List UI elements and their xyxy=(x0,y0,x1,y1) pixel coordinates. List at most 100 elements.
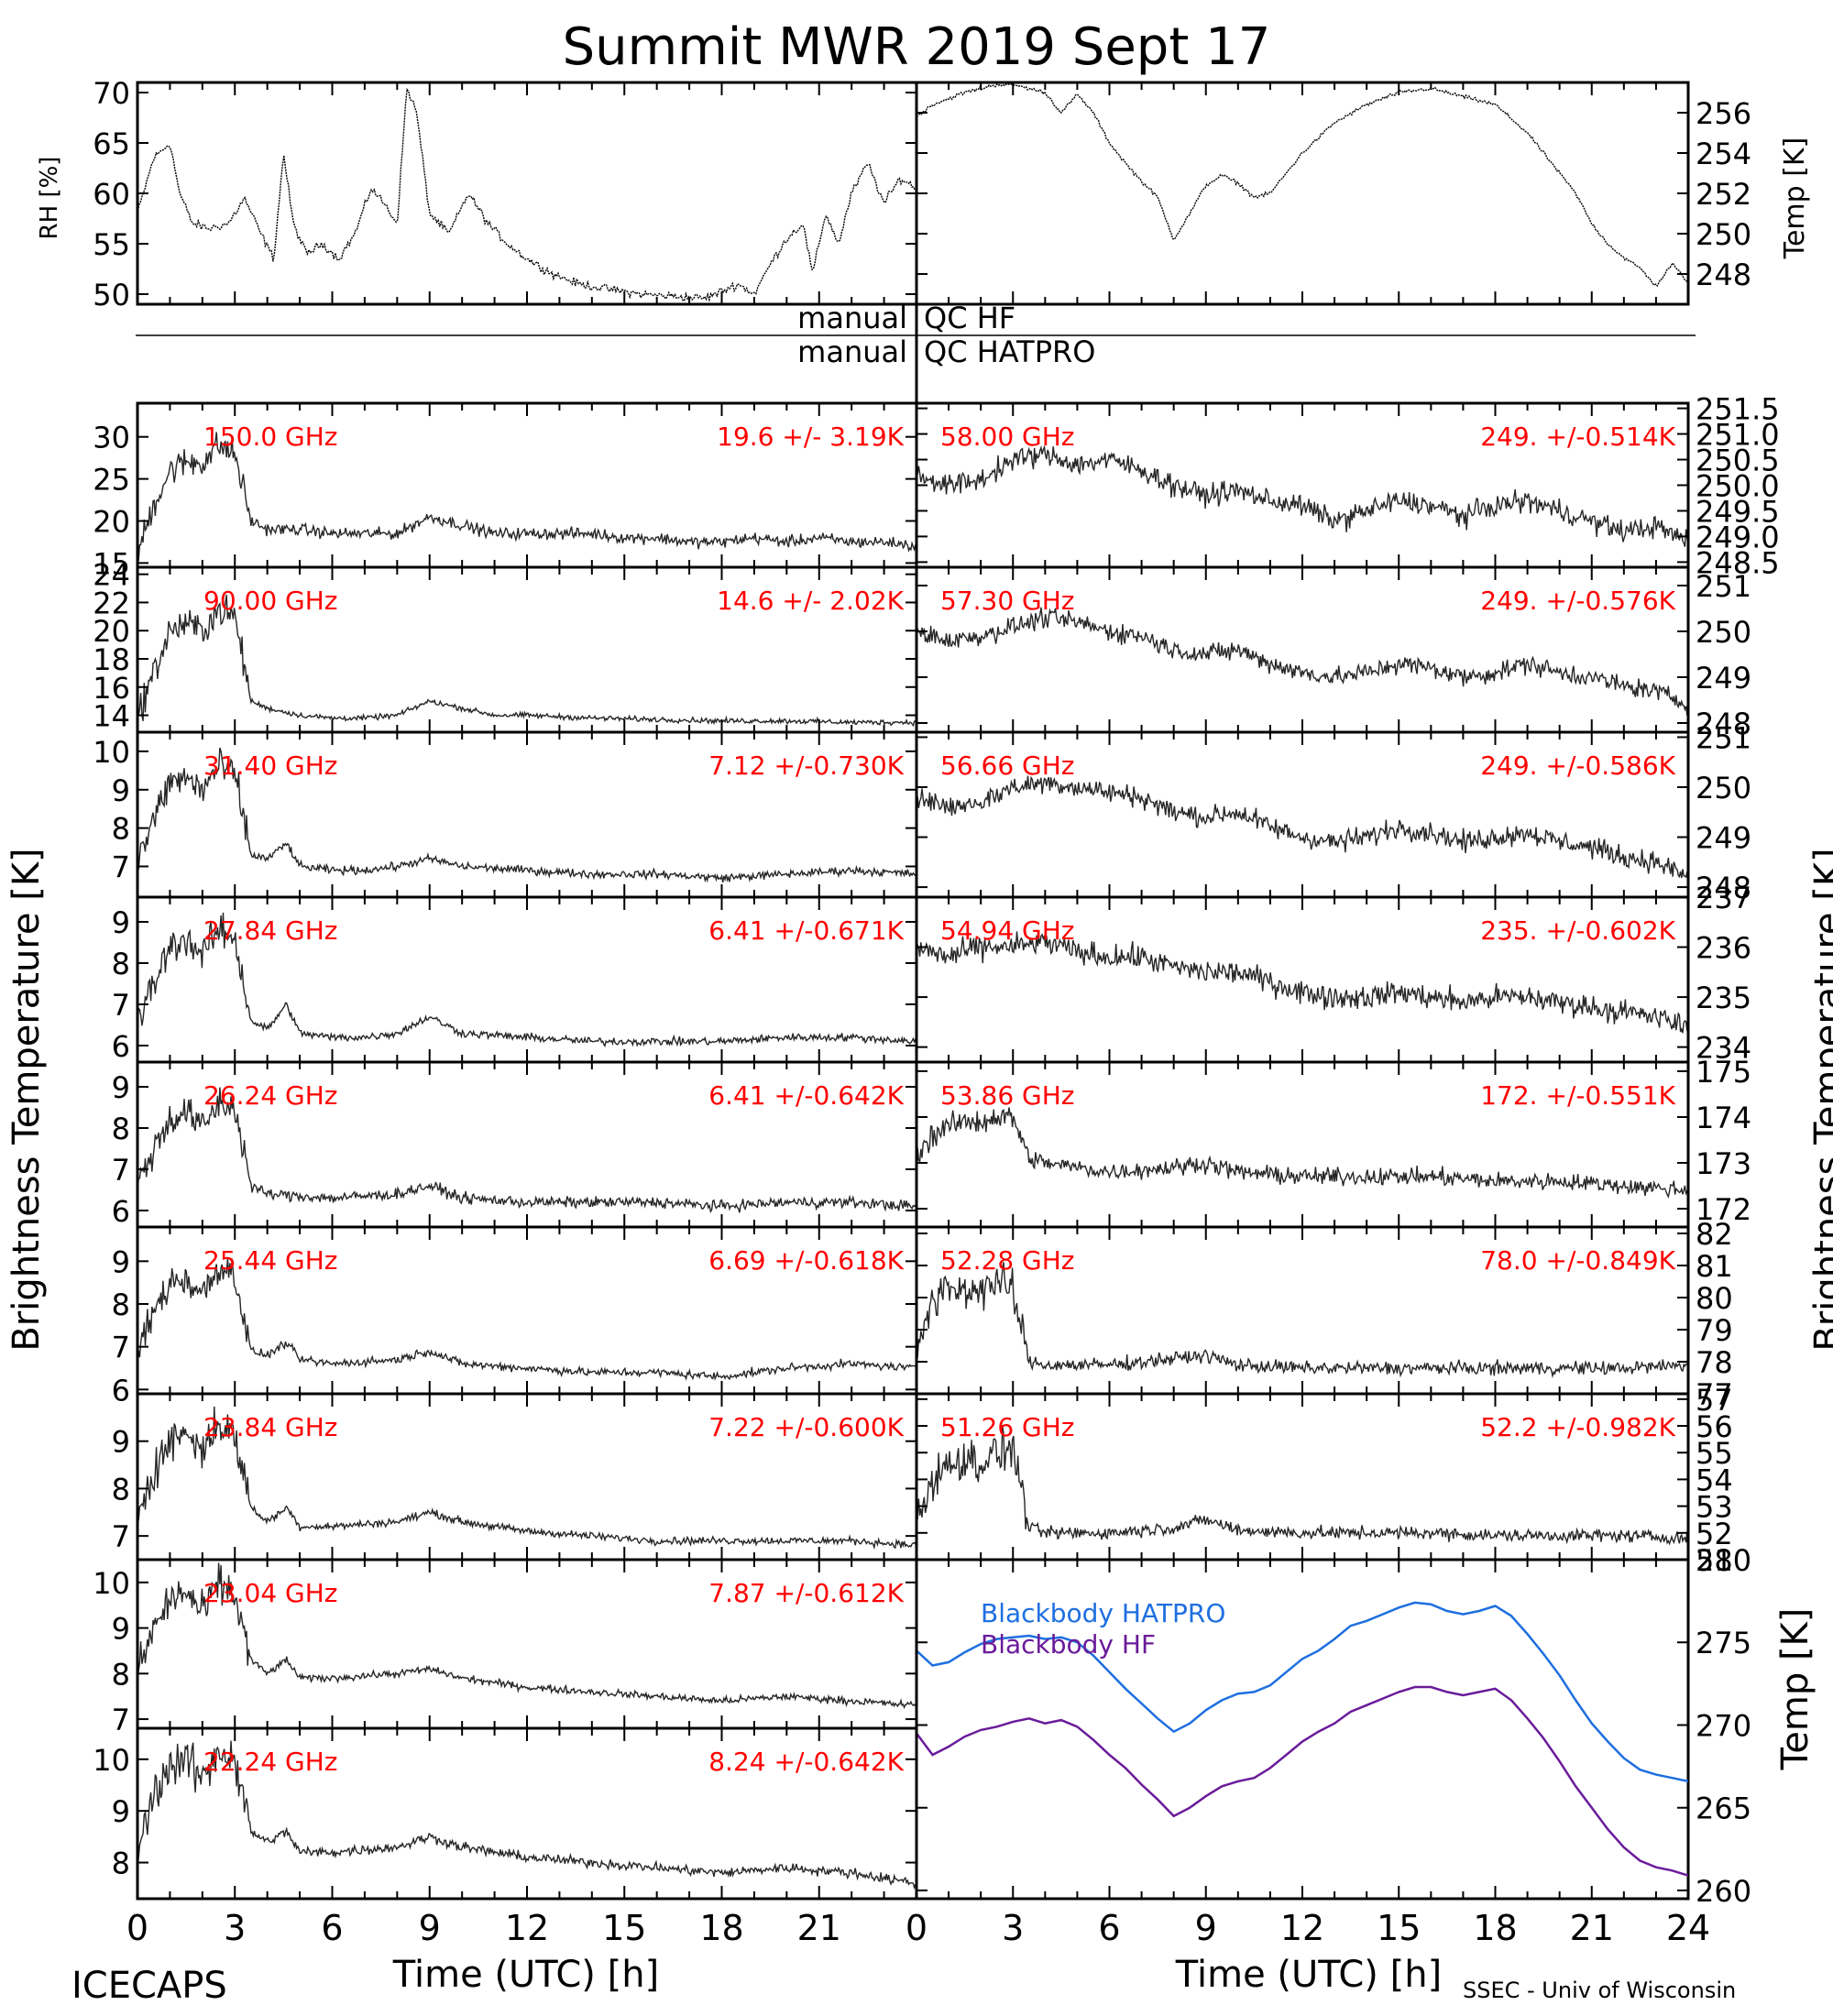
ch-26-ytick-label: 8 xyxy=(112,1112,130,1146)
ch-27-channel-label: 27.84 GHz xyxy=(203,915,338,946)
ch-31-ytick-label: 10 xyxy=(93,735,130,770)
ch-31-ytick-label: 9 xyxy=(112,773,130,808)
ch-52-series-line xyxy=(916,1262,1689,1379)
blackbody-xtick-label: 9 xyxy=(1195,1908,1217,1948)
rh-ytick-label: 50 xyxy=(93,278,130,312)
ch-58-ytick-label: 249.0 xyxy=(1696,520,1780,554)
ch-56-stats-label: 249. +/-0.586K xyxy=(1480,751,1675,781)
ch-57-30-ytick-label: 251 xyxy=(1696,569,1751,604)
ch-54-ytick-label: 237 xyxy=(1696,881,1751,915)
blackbody-legend-0: Blackbody HATPRO xyxy=(981,1598,1225,1628)
ch-25-ytick-label: 8 xyxy=(112,1287,130,1322)
blackbody-xtick-label: 15 xyxy=(1377,1908,1421,1948)
ch-51-series-line xyxy=(916,1424,1689,1546)
ch-31-stats-label: 7.12 +/-0.730K xyxy=(708,751,904,781)
ch-52-ytick-label: 77 xyxy=(1696,1377,1733,1412)
blackbody-xtick-label: 18 xyxy=(1473,1908,1517,1948)
blackbody-xtick-label: 0 xyxy=(906,1908,927,1948)
ch-23-04-trace xyxy=(137,1562,917,1710)
left-xtick-label: 12 xyxy=(505,1908,549,1948)
ch-57-30-ytick-label: 250 xyxy=(1696,615,1751,650)
ch-23-04-ytick-label: 10 xyxy=(93,1566,130,1601)
ch-27-ytick-label: 8 xyxy=(112,947,130,981)
ch-58-ytick-label: 249.5 xyxy=(1696,494,1780,529)
qc-hatpro-right-label: QC HATPRO xyxy=(924,334,1095,369)
ch-51-ytick-label: 57 xyxy=(1696,1383,1733,1418)
blackbody-ytick-label: 280 xyxy=(1696,1543,1751,1578)
blackbody-series-0 xyxy=(916,1601,1689,1783)
ch-90-trace xyxy=(137,595,917,728)
blackbody-xtick-label: 24 xyxy=(1666,1908,1710,1948)
rh-ytick-label: 60 xyxy=(93,177,130,212)
ch-51-trace xyxy=(916,1424,1689,1546)
rh-ylabel: RH [%] xyxy=(36,157,63,240)
ch-54-ytick-label: 234 xyxy=(1696,1031,1751,1066)
blackbody-xtick-label: 6 xyxy=(1098,1908,1120,1948)
blackbody-xtick-label: 3 xyxy=(1002,1908,1024,1948)
temp-ytick-label: 248 xyxy=(1696,257,1751,292)
ch-57-30-channel-label: 57.30 GHz xyxy=(940,586,1075,616)
ch-90-series-line xyxy=(137,595,917,728)
ch-22-ytick-label: 8 xyxy=(112,1846,130,1881)
ch-150-series-line xyxy=(137,432,917,561)
left-xtick-label: 15 xyxy=(602,1908,646,1948)
ch-53-ytick-label: 173 xyxy=(1696,1146,1751,1181)
ch-90-ytick-label: 22 xyxy=(93,586,130,620)
figure-title: Summit MWR 2019 Sept 17 xyxy=(563,17,1271,77)
ch-52-ytick-label: 82 xyxy=(1696,1217,1733,1252)
ch-51-ytick-label: 53 xyxy=(1696,1490,1733,1525)
ch-58-stats-label: 249. +/-0.514K xyxy=(1480,422,1675,452)
blackbody-series-1 xyxy=(915,1685,1689,1877)
ch-52-ytick-label: 81 xyxy=(1696,1249,1733,1284)
left-xtick-label: 0 xyxy=(126,1908,148,1948)
ch-23-04-ytick-label: 8 xyxy=(112,1657,130,1692)
ch-25-channel-label: 25.44 GHz xyxy=(203,1245,338,1276)
ch-53-ytick-label: 174 xyxy=(1696,1101,1751,1135)
ch-27-stats-label: 6.41 +/-0.671K xyxy=(708,915,904,946)
ch-54-series-line xyxy=(916,931,1689,1034)
ch-23-84-series-line xyxy=(137,1406,917,1550)
ch-25-trace xyxy=(137,1258,917,1381)
blackbody-ytick-label: 270 xyxy=(1696,1708,1751,1743)
blackbody-xtick-label: 21 xyxy=(1570,1908,1614,1948)
ch-58-ytick-label: 251.5 xyxy=(1696,392,1780,427)
ch-23-04-channel-label: 23.04 GHz xyxy=(203,1578,338,1608)
ch-56-series-line xyxy=(916,775,1689,879)
ch-52-channel-label: 52.28 GHz xyxy=(940,1245,1075,1276)
ch-23-84-stats-label: 7.22 +/-0.600K xyxy=(708,1412,904,1442)
ch-23-84-channel-label: 23.84 GHz xyxy=(203,1412,338,1442)
ch-52-ytick-label: 80 xyxy=(1696,1281,1733,1316)
ch-22-stats-label: 8.24 +/-0.642K xyxy=(708,1747,904,1777)
ch-23-04-ytick-label: 7 xyxy=(112,1703,130,1737)
ch-22-ytick-label: 10 xyxy=(93,1743,130,1778)
ch-54-stats-label: 235. +/-0.602K xyxy=(1480,915,1675,946)
ch-90-ytick-label: 20 xyxy=(93,614,130,649)
rh-ytick-label: 70 xyxy=(93,76,130,111)
left-xtick-label: 9 xyxy=(419,1908,441,1948)
ch-31-ytick-label: 7 xyxy=(112,850,130,885)
blackbody-xtick-label: 12 xyxy=(1280,1908,1324,1948)
qc-hf-right-label: QC HF xyxy=(924,301,1015,335)
left-xtick-label: 18 xyxy=(699,1908,743,1948)
ch-27-ytick-label: 7 xyxy=(112,988,130,1023)
qc-hatpro-left-label: manual xyxy=(797,334,907,369)
ch-23-04-stats-label: 7.87 +/-0.612K xyxy=(708,1578,904,1608)
temp-ytick-label: 256 xyxy=(1696,96,1751,131)
ch-90-ytick-label: 16 xyxy=(93,671,130,706)
ch-58-series-line xyxy=(916,444,1689,547)
temp-series-line xyxy=(916,83,1689,288)
ch-54-ytick-label: 235 xyxy=(1696,981,1751,1015)
blackbody-ylabel: Temp [K] xyxy=(1774,1608,1817,1771)
ch-150-channel-label: 150.0 GHz xyxy=(203,422,338,452)
ch-51-stats-label: 52.2 +/-0.982K xyxy=(1480,1412,1675,1442)
footer-ssec: SSEC - Univ of Wisconsin xyxy=(1463,1978,1736,2003)
ch-26-series-line xyxy=(137,1087,917,1214)
ch-90-ytick-label: 24 xyxy=(93,558,130,593)
ch-22-trace xyxy=(137,1740,917,1890)
ch-26-channel-label: 26.24 GHz xyxy=(203,1080,338,1111)
ch-53-ytick-label: 175 xyxy=(1696,1055,1751,1090)
ch-150-stats-label: 19.6 +/- 3.19K xyxy=(717,422,904,452)
ch-26-ytick-label: 9 xyxy=(112,1070,130,1105)
ch-51-ytick-label: 56 xyxy=(1696,1409,1733,1444)
